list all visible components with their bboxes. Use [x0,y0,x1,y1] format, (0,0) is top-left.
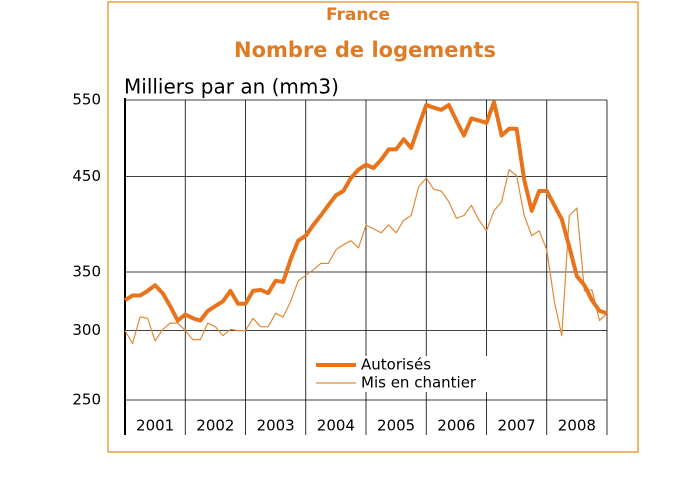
legend-bg [312,374,502,392]
x-tick-label: 2002 [196,417,234,435]
y-tick-label: 250 [72,391,101,409]
y-tick-label: 450 [72,167,101,185]
x-tick-label: 2007 [498,417,536,435]
x-tick-label: 2003 [257,417,295,435]
y-tick-label: 300 [72,321,101,339]
series-line [124,169,608,345]
series-line [123,100,608,323]
x-tick-label: 2001 [136,417,174,435]
x-tick-label: 2008 [558,417,596,435]
y-tick-label: 550 [72,91,101,109]
x-tick-label: 2005 [377,417,415,435]
x-tick-label: 2004 [317,417,355,435]
chart-subtitle: Nombre de logements [234,38,496,62]
x-tick-label: 2006 [437,417,475,435]
legend-label: Autorisés [361,356,431,374]
legend-label: Mis en chantier [361,374,477,392]
y-tick-label: 350 [72,262,101,280]
chart-title: France [326,5,390,25]
legend-bg [312,356,502,374]
frame [107,1,639,453]
y-axis-label: Milliers par an (mm3) [124,75,339,99]
